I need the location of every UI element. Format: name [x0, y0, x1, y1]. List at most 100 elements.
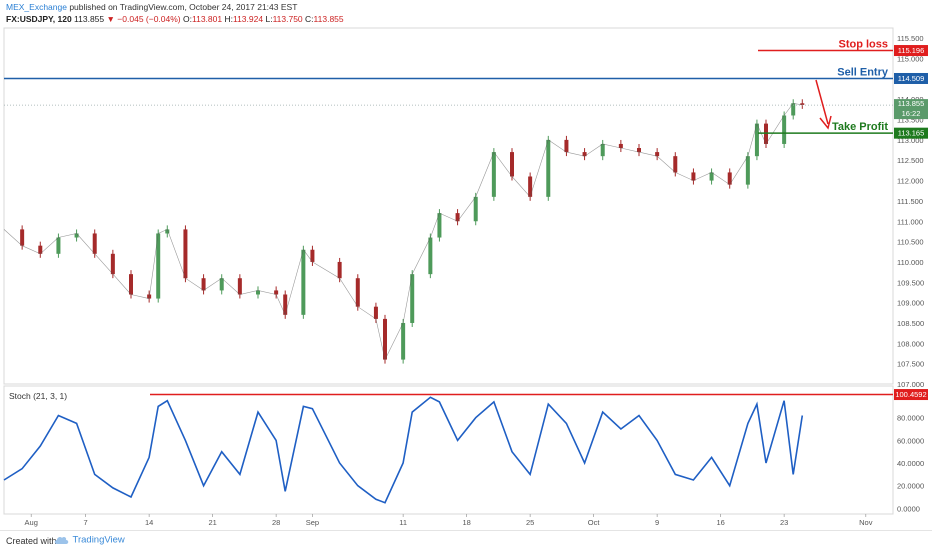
time-x-axis[interactable]: Aug 7 14 21 28 Sep 11 18 25 Oct 9 16 23 Nov — [25, 514, 873, 527]
open-value: 113.801 — [192, 14, 223, 24]
candle-body — [564, 139, 569, 153]
stoch-level-tag: 100.4592 — [894, 389, 928, 401]
candle-body — [637, 148, 641, 153]
last-price-tag: 113.855 16:22 — [894, 99, 928, 120]
x-tick-label: 23 — [780, 518, 788, 527]
x-tick-label: 18 — [462, 518, 470, 527]
candle-body — [129, 274, 133, 295]
close-label: C: — [305, 14, 314, 24]
candle-body — [510, 152, 514, 177]
price-y-axis[interactable]: 115.500115.000114.500114.000113.500113.0… — [897, 34, 924, 389]
last-price-label: 113.855 — [898, 99, 925, 108]
candle-body — [600, 143, 605, 157]
x-tick-label: 14 — [145, 518, 153, 527]
stop-loss-price: 115.196 — [898, 46, 925, 55]
price-tick-label: 115.500 — [897, 34, 924, 43]
price-tick-label: 110.500 — [897, 238, 924, 247]
candle-body — [310, 249, 315, 262]
price-tick-label: 111.000 — [897, 217, 923, 226]
price-tick-label: 115.000 — [897, 55, 924, 64]
candle-body — [437, 213, 442, 238]
price-tick-label: 110.000 — [897, 258, 924, 267]
candle-body — [473, 196, 478, 222]
stoch-tick-label: 60.0000 — [897, 436, 924, 445]
candle-body — [38, 245, 43, 254]
candle-body — [410, 274, 415, 323]
x-tick-label: Aug — [25, 518, 38, 527]
price-pane[interactable] — [3, 27, 894, 385]
candle-body — [655, 152, 660, 157]
candle-body — [455, 213, 460, 222]
take-profit-annotation: Take Profit — [832, 121, 888, 133]
candle-body — [800, 103, 805, 105]
price-tick-label: 107.500 — [897, 360, 924, 369]
x-tick-label: 16 — [716, 518, 724, 527]
cloud-icon — [54, 536, 69, 544]
candle-body — [301, 249, 306, 315]
tradingview-brand[interactable]: TradingView — [54, 533, 125, 547]
candle-body — [618, 143, 623, 149]
chart-canvas[interactable]: 115.500115.000114.500114.000113.500113.0… — [0, 0, 932, 530]
low-value: 113.750 — [272, 14, 303, 24]
candle-body — [283, 294, 288, 315]
stoch-plot — [3, 396, 804, 504]
stoch-level-value: 100.4592 — [895, 390, 926, 399]
stoch-tick-label: 20.0000 — [897, 482, 924, 491]
publish-info: published on TradingView.com, October 24… — [66, 2, 298, 12]
candle-body — [782, 115, 787, 144]
candle-body — [673, 156, 678, 173]
stoch-series-line — [3, 396, 804, 504]
candle-body — [274, 290, 279, 295]
bar-countdown: 16:22 — [902, 109, 921, 118]
candle-body — [582, 152, 587, 157]
symbol-label[interactable]: FX:USDJPY, 120 — [6, 14, 72, 24]
candle-body — [709, 172, 714, 181]
price-tick-label: 113.000 — [897, 136, 924, 145]
candle-body — [727, 172, 732, 185]
price-tick-label: 108.500 — [897, 319, 924, 328]
x-tick-label: 9 — [655, 518, 659, 527]
price-tick-label: 109.500 — [897, 278, 924, 287]
candle-body — [201, 278, 206, 291]
candle-body — [491, 152, 496, 197]
candle-body — [92, 233, 97, 254]
candle-body — [754, 123, 759, 157]
candle-body — [337, 261, 342, 279]
high-label: H: — [224, 14, 233, 24]
low-label: L: — [265, 14, 273, 24]
x-tick-label: Oct — [588, 518, 601, 527]
candle-body — [237, 278, 242, 295]
price-plot — [3, 99, 805, 364]
price-tick-label: 109.000 — [897, 299, 924, 308]
stoch-pane[interactable] — [3, 385, 894, 515]
x-tick-label: 25 — [526, 518, 534, 527]
candle-body — [745, 156, 750, 185]
stoch-indicator-title[interactable]: Stoch (21, 3, 1) — [9, 391, 67, 401]
candle-body — [401, 322, 406, 360]
stoch-tick-label: 0.0000 — [897, 504, 920, 513]
candle-body — [256, 290, 260, 295]
candle-body — [183, 229, 188, 279]
candle-body — [428, 237, 433, 275]
price-tick-label: 113.500 — [897, 116, 924, 125]
sell-entry-annotation: Sell Entry — [837, 66, 889, 78]
candle-body — [791, 103, 796, 116]
stoch-tick-label: 40.0000 — [897, 459, 924, 468]
candle-body — [373, 306, 378, 319]
candle-body — [165, 229, 170, 234]
sell-entry-price: 114.509 — [898, 74, 925, 83]
stop-loss-price-tag: 115.196 — [894, 45, 928, 57]
x-tick-label: 7 — [84, 518, 88, 527]
stoch-tick-label: 80.0000 — [897, 414, 924, 423]
take-profit-price-tag: 113.165 — [894, 127, 928, 139]
chart-header: MEX_Exchange published on TradingView.co… — [0, 0, 932, 26]
publish-line: MEX_Exchange published on TradingView.co… — [6, 1, 297, 13]
created-with-label: Created with — [6, 536, 57, 546]
symbol-line: FX:USDJPY, 120 113.855 ▼ −0.045 (−0.04%)… — [6, 13, 344, 25]
stoch-y-axis[interactable]: 80.0000 60.0000 40.0000 20.0000 0.0000 — [897, 414, 924, 514]
price-tick-label: 108.000 — [897, 339, 924, 348]
author-link[interactable]: MEX_Exchange — [6, 2, 67, 12]
price-tick-label: 107.000 — [897, 380, 924, 389]
price-tick-label: 112.500 — [897, 156, 924, 165]
take-profit-price: 113.165 — [898, 129, 925, 138]
